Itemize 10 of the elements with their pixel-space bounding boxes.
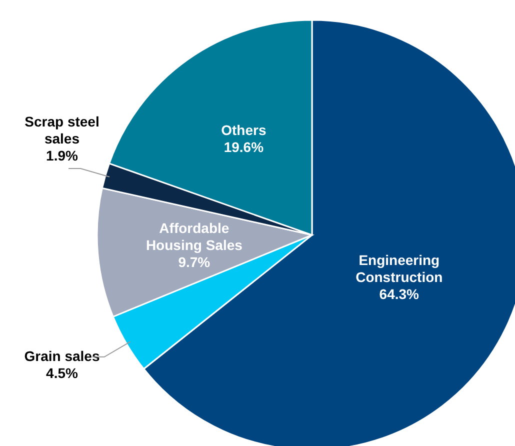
data-label: 1.9%: [46, 148, 78, 164]
slice-label: Engineering Construction: [356, 252, 443, 286]
slice-label: Grain sales: [24, 348, 100, 364]
data-label: 19.6%: [224, 138, 264, 155]
data-label: 64.3%: [379, 286, 420, 302]
data-label: 9.7%: [178, 254, 211, 270]
data-label: 4.5%: [46, 364, 78, 381]
slice-label: Scrap steel sales: [24, 114, 100, 147]
slice-label: Affordable Housing Sales: [146, 220, 243, 254]
slice-label: Others: [221, 122, 266, 138]
